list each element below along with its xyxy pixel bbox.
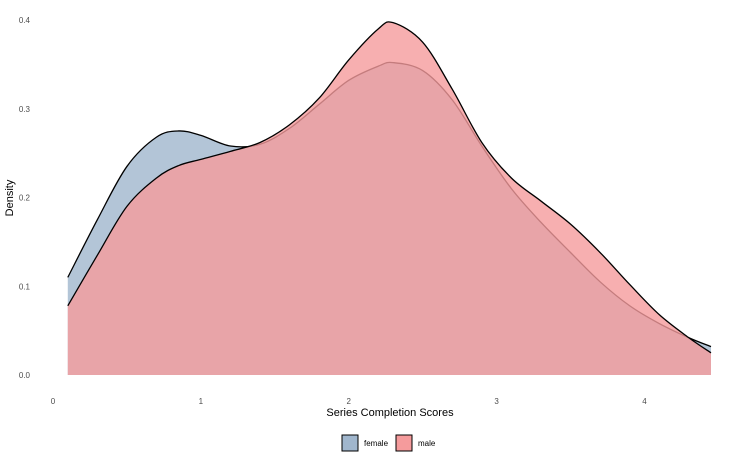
y-tick-label: 0.2: [19, 194, 31, 203]
y-axis-title: Density: [4, 179, 16, 216]
legend-item-male: male: [395, 434, 436, 452]
y-tick-label: 0.0: [19, 371, 31, 380]
x-tick-label: 3: [494, 397, 499, 406]
x-tick-label: 1: [199, 397, 204, 406]
legend: female male: [341, 434, 436, 452]
plot-area: [67, 21, 712, 375]
x-tick-label: 2: [347, 397, 352, 406]
x-tick-label: 4: [642, 397, 647, 406]
density-area-male: [67, 21, 712, 375]
y-tick-label: 0.1: [19, 282, 31, 291]
y-tick-label: 0.3: [19, 105, 31, 114]
legend-item-female: female: [341, 434, 389, 452]
x-tick-label: 0: [51, 397, 56, 406]
legend-label-female: female: [364, 439, 389, 448]
legend-swatch-male: [395, 434, 413, 452]
y-axis-ticks: 0.0 0.1 0.2 0.3 0.4: [19, 16, 31, 380]
legend-swatch-female: [341, 434, 359, 452]
y-tick-label: 0.4: [19, 16, 31, 25]
x-axis-ticks: 0 1 2 3 4: [51, 397, 647, 406]
x-axis-title: Series Completion Scores: [326, 407, 454, 419]
density-line-male: [67, 21, 712, 354]
legend-label-male: male: [418, 439, 436, 448]
